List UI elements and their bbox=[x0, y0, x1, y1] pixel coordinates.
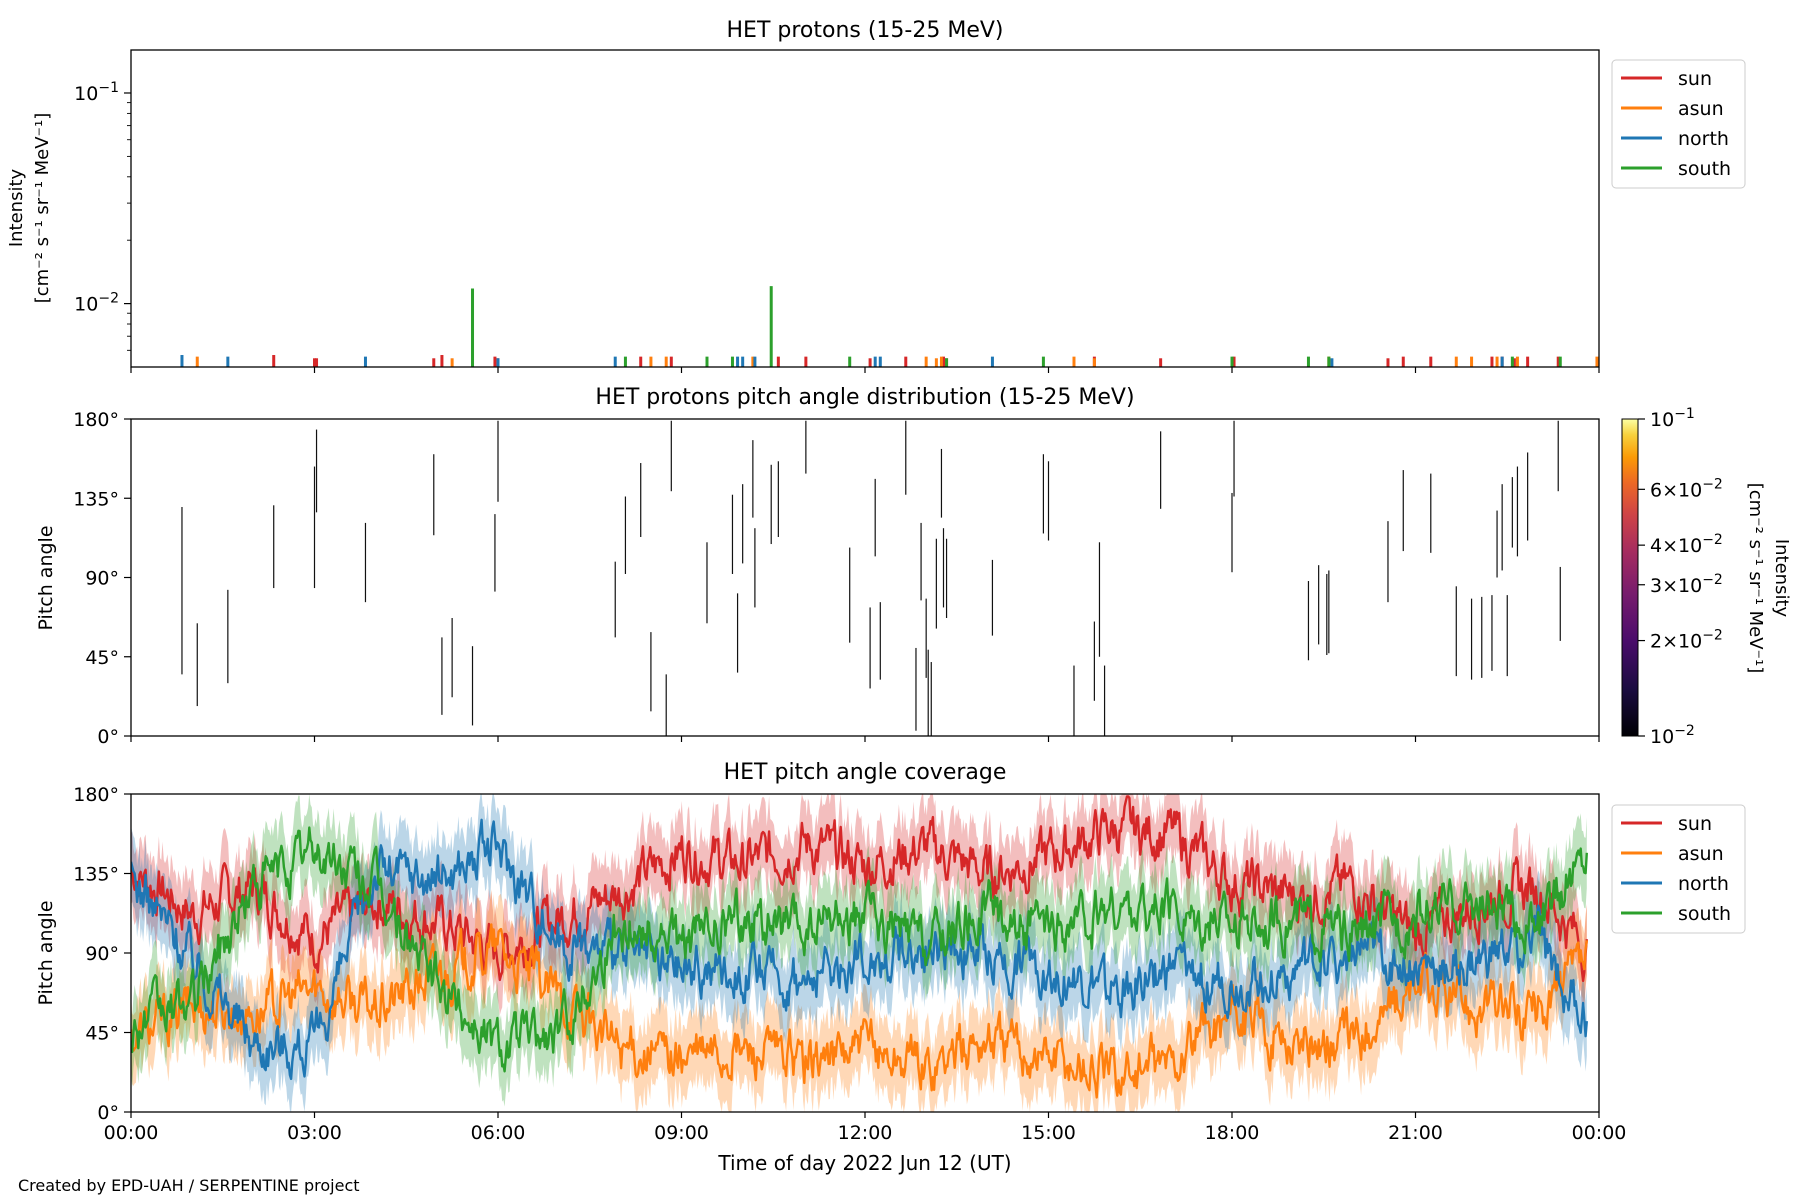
legend3-south-label: south bbox=[1678, 903, 1731, 925]
legend3-north-label: north bbox=[1678, 873, 1729, 895]
panel3-yticks: 0° 45° 90° 135° 180° bbox=[73, 784, 131, 1124]
panel1-ylabel: Intensity [cm⁻² s⁻¹ sr⁻¹ MeV⁻¹] bbox=[6, 113, 53, 304]
panel3-ytick-label-0: 0° bbox=[97, 1102, 119, 1124]
colorbar-tick-label-3: 3×10−2 bbox=[1650, 572, 1723, 597]
panel3-xtick-label-7: 21:00 bbox=[1388, 1122, 1443, 1144]
panel1-ytick-label-0: 10−1 bbox=[74, 80, 119, 105]
panel3-xtick-label-4: 12:00 bbox=[838, 1122, 893, 1144]
panel1-minor-ticks bbox=[127, 102, 131, 351]
colorbar-gradient bbox=[1621, 418, 1639, 737]
panel1-ylabel-line2: [cm⁻² s⁻¹ sr⁻¹ MeV⁻¹] bbox=[32, 113, 53, 304]
legend3-asun-label: asun bbox=[1678, 843, 1724, 865]
panel2-ytick-label-3: 135° bbox=[73, 488, 119, 510]
panel3-xticks: 00:00 03:00 06:00 09:00 12:00 15:00 18:00 21:00… bbox=[104, 1112, 1627, 1144]
panel1-title: HET protons (15-25 MeV) bbox=[727, 18, 1004, 43]
colorbar-label-line1: Intensity bbox=[1771, 539, 1792, 618]
panel3-xtick-label-3: 09:00 bbox=[654, 1122, 709, 1144]
panel3-xtick-label-8: 00:00 bbox=[1572, 1122, 1627, 1144]
panel3-ylabel: Pitch angle bbox=[35, 900, 57, 1005]
colorbar-ticks: 10−1 6×10−2 4×10−2 3×10−2 2×10−2 10−2 bbox=[1638, 406, 1723, 748]
panel3-xtick-label-0: 00:00 bbox=[104, 1122, 159, 1144]
panel2-yticks: 0° 45° 90° 135° 180° bbox=[73, 409, 131, 748]
panel3-xlabel: Time of day 2022 Jun 12 (UT) bbox=[717, 1151, 1011, 1175]
panel3-lines bbox=[131, 795, 1588, 1099]
panel2-frame bbox=[130, 418, 1600, 737]
panel3-xtick-label-6: 18:00 bbox=[1205, 1122, 1260, 1144]
panel3-ytick-label-3: 135° bbox=[73, 864, 119, 886]
panel3-xtick-label-5: 15:00 bbox=[1021, 1122, 1076, 1144]
colorbar-tick-label-4: 2×10−2 bbox=[1650, 628, 1723, 653]
credit-text: Created by EPD-UAH / SERPENTINE project bbox=[18, 1176, 360, 1195]
legend1-south-label: south bbox=[1678, 158, 1731, 180]
panel1-series bbox=[180, 286, 1599, 367]
coverage-line-sun bbox=[131, 795, 1588, 982]
colorbar-tick-label-1: 6×10−2 bbox=[1650, 476, 1723, 501]
panel2-ytick-label-0: 0° bbox=[97, 726, 119, 748]
panel2-ytick-label-4: 180° bbox=[73, 409, 119, 431]
legend1-asun-label: asun bbox=[1678, 98, 1724, 120]
panel1-ytick-label-1: 10−2 bbox=[74, 291, 119, 316]
panel3-ytick-label-1: 45° bbox=[85, 1023, 119, 1045]
colorbar-tick-label-2: 4×10−2 bbox=[1650, 532, 1723, 557]
coverage-line-north bbox=[131, 818, 1588, 1081]
panel1-legend-box bbox=[1611, 59, 1746, 189]
panel2-xticks bbox=[130, 736, 1600, 742]
panel-intensity: HET protons (15-25 MeV) Intensity [cm⁻² … bbox=[6, 18, 1746, 373]
panel3-legend: sun asun north south bbox=[1611, 804, 1746, 934]
panel2-ytick-label-1: 45° bbox=[85, 647, 119, 669]
colorbar-label-line2: [cm⁻² s⁻¹ sr⁻¹ MeV⁻¹] bbox=[1745, 483, 1766, 674]
coverage-line-asun bbox=[131, 923, 1588, 1099]
colorbar-label: Intensity [cm⁻² s⁻¹ sr⁻¹ MeV⁻¹] bbox=[1745, 483, 1792, 674]
panel1-legend: sun asun north south bbox=[1611, 59, 1746, 189]
coverage-band-sun bbox=[131, 794, 1587, 1017]
panel3-legend-box bbox=[1611, 804, 1746, 934]
panel1-frame bbox=[130, 49, 1600, 368]
panel-coverage: HET pitch angle coverage Pitch angle 0° 4… bbox=[35, 760, 1746, 1175]
legend1-north-label: north bbox=[1678, 128, 1729, 150]
panel2-ylabel: Pitch angle bbox=[35, 525, 57, 630]
panel1-xticks bbox=[130, 367, 1600, 373]
colorbar: 10−1 6×10−2 4×10−2 3×10−2 2×10−2 10−2 Intensi… bbox=[1621, 406, 1792, 748]
panel3-title: HET pitch angle coverage bbox=[724, 760, 1007, 785]
panel2-ytick-label-2: 90° bbox=[85, 568, 119, 590]
legend1-sun-label: sun bbox=[1678, 68, 1712, 90]
panel3-ytick-label-4: 180° bbox=[73, 784, 119, 806]
panel3-frame bbox=[130, 793, 1600, 1113]
colorbar-tick-label-0: 10−1 bbox=[1650, 406, 1695, 431]
panel3-ytick-label-2: 90° bbox=[85, 943, 119, 965]
coverage-line-south bbox=[131, 826, 1588, 1073]
panel2-title: HET protons pitch angle distribution (15… bbox=[595, 385, 1134, 410]
panel3-xtick-label-2: 06:00 bbox=[471, 1122, 526, 1144]
panel1-yticks: 10−1 10−2 bbox=[74, 80, 131, 316]
panel1-ylabel-line1: Intensity bbox=[6, 168, 27, 247]
colorbar-tick-label-5: 10−2 bbox=[1650, 723, 1695, 748]
legend3-sun-label: sun bbox=[1678, 813, 1712, 835]
panel-pad: HET protons pitch angle distribution (15… bbox=[35, 385, 1792, 748]
panel3-xtick-label-1: 03:00 bbox=[287, 1122, 342, 1144]
panel2-segments bbox=[181, 420, 1561, 736]
